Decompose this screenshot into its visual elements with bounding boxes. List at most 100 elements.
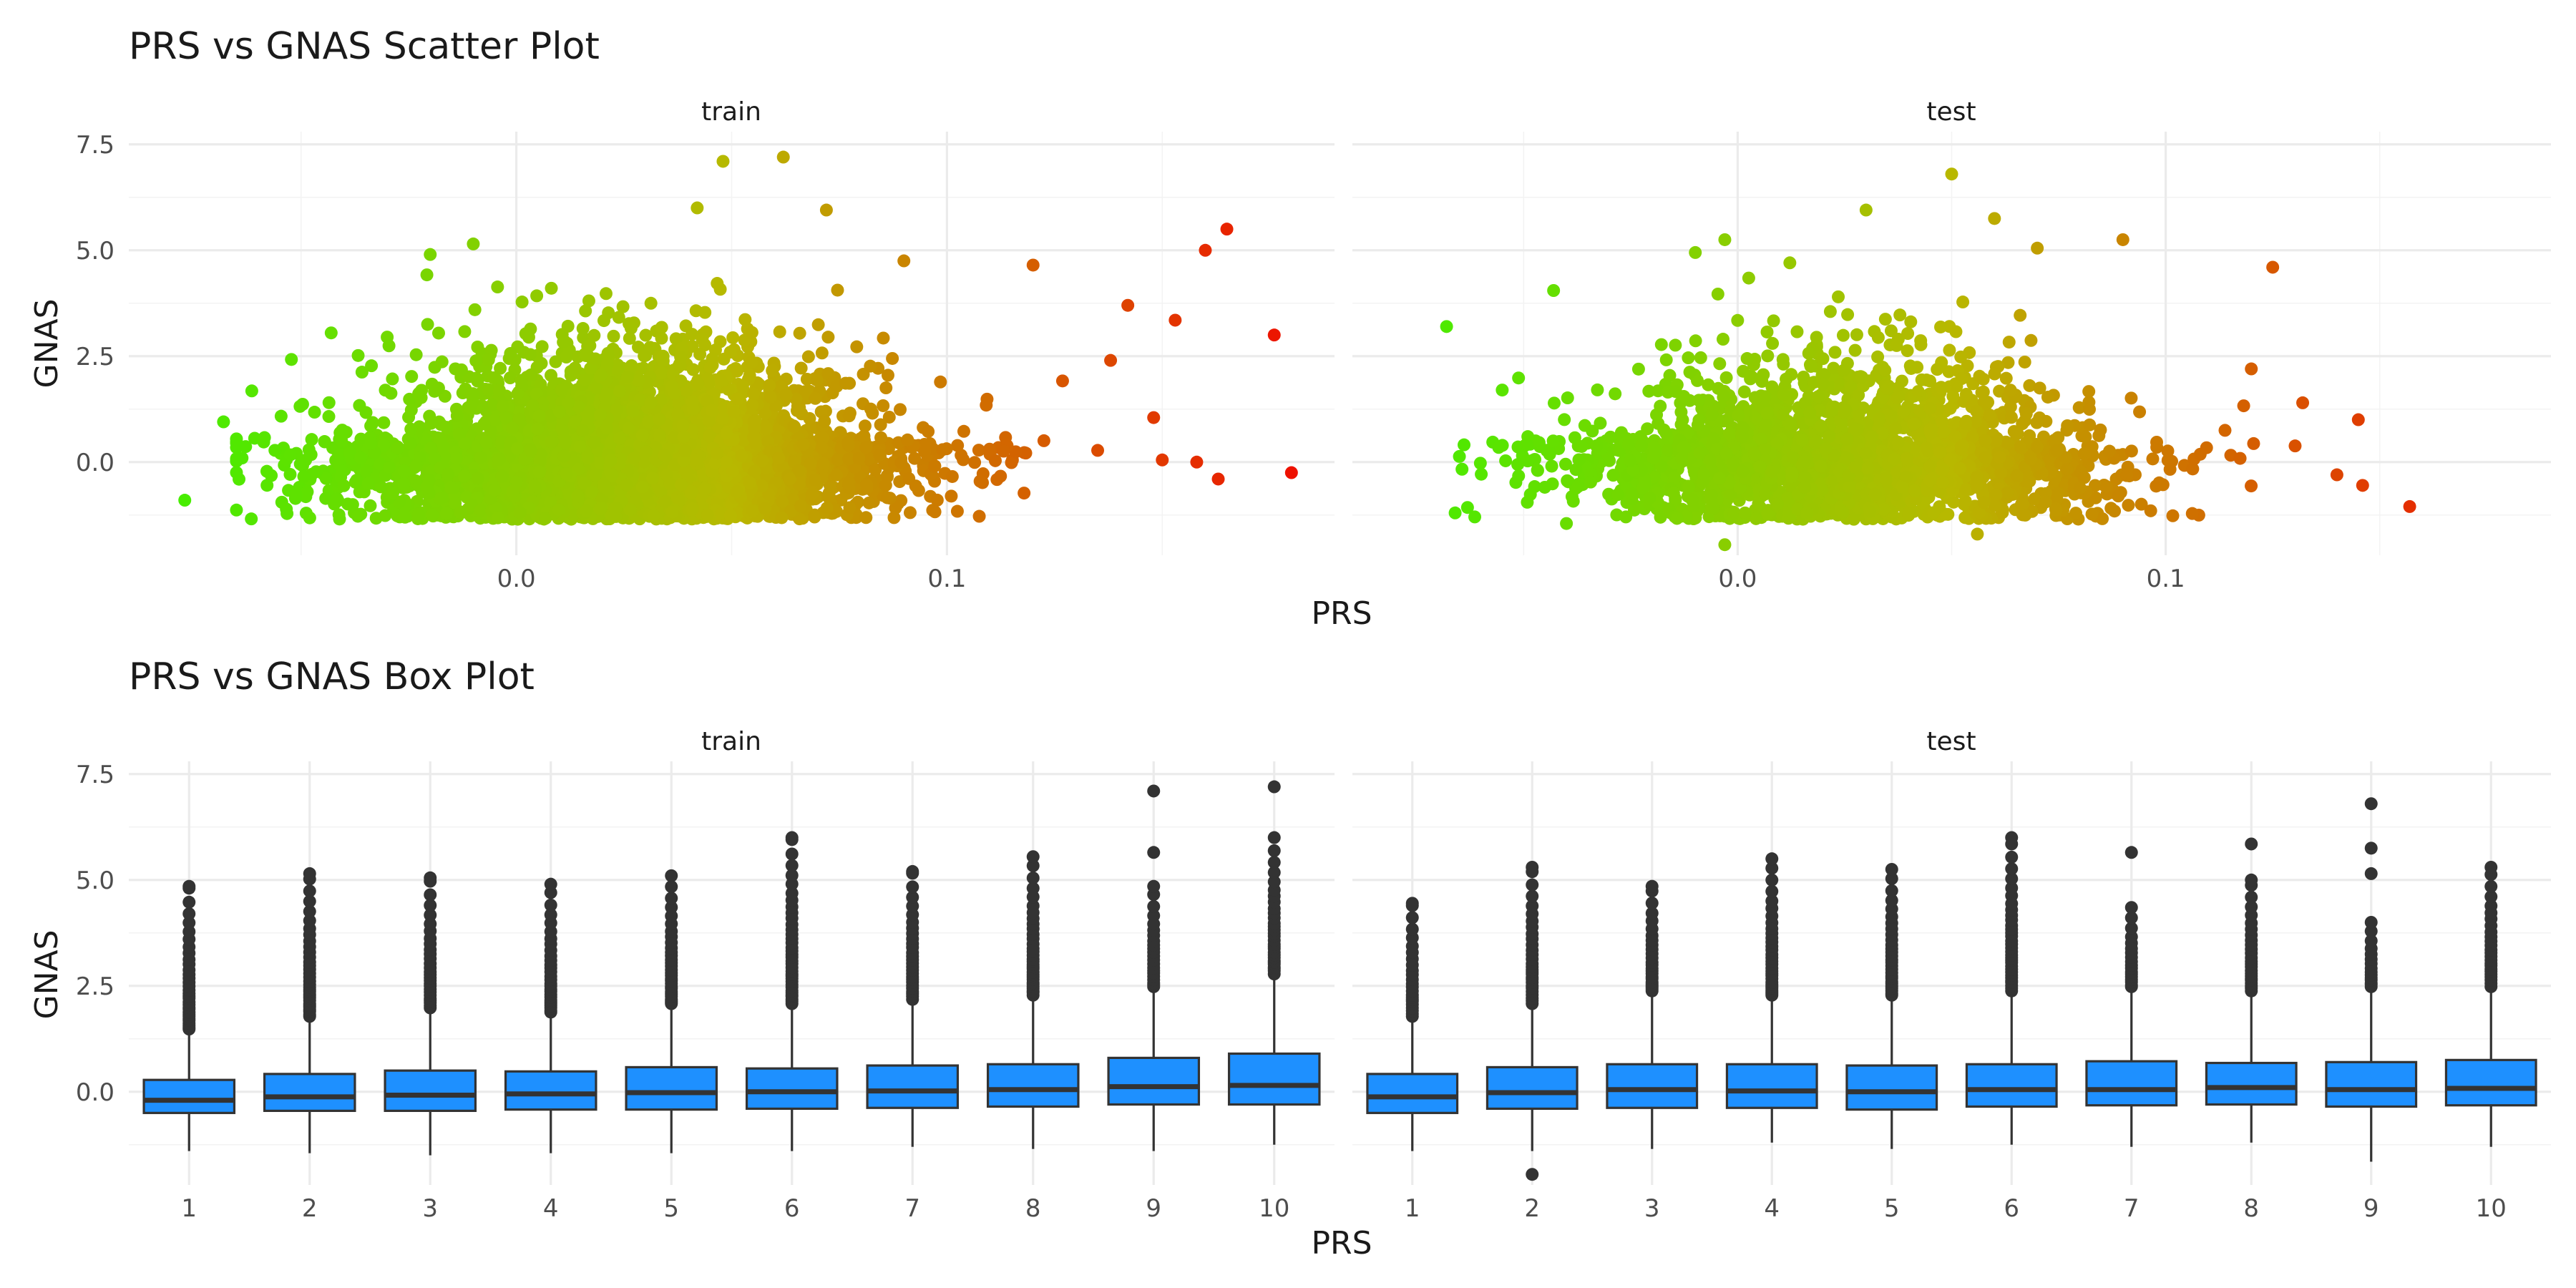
scatter-point xyxy=(573,440,587,454)
scatter-point xyxy=(839,376,852,390)
scatter-point xyxy=(280,507,294,520)
box-facet-label-test: test xyxy=(1926,727,1976,756)
scatter-point xyxy=(957,424,970,438)
scatter-point xyxy=(928,459,942,473)
scatter-point xyxy=(382,339,396,353)
scatter-point xyxy=(365,359,379,373)
scatter-point xyxy=(299,453,313,467)
scatter-point xyxy=(901,433,914,447)
scatter-point xyxy=(918,444,932,458)
scatter-point xyxy=(458,325,472,338)
box-x-axis-title: PRS xyxy=(1311,1225,1372,1262)
scatter-point xyxy=(674,350,688,364)
scatter-point xyxy=(364,436,378,450)
scatter-point xyxy=(335,434,348,447)
scatter-point xyxy=(877,399,890,412)
scatter-point xyxy=(561,319,575,333)
scatter-point xyxy=(496,399,509,413)
scatter-point xyxy=(336,464,349,478)
scatter-point xyxy=(468,303,482,316)
scatter-point xyxy=(980,392,994,406)
scatter-point xyxy=(549,355,562,369)
scatter-point xyxy=(301,485,314,499)
x-tick-label: 0.1 xyxy=(927,565,966,593)
scatter-point xyxy=(957,453,970,467)
scatter-point xyxy=(821,331,835,344)
scatter-point xyxy=(973,474,987,488)
scatter-point xyxy=(881,369,894,382)
scatter-point xyxy=(379,509,392,522)
scatter-point xyxy=(492,384,506,397)
scatter-point xyxy=(711,277,724,291)
scatter-point xyxy=(494,361,507,375)
scatter-point xyxy=(386,372,399,386)
scatter-point xyxy=(578,373,592,386)
scatter-point xyxy=(504,346,517,360)
scatter-point xyxy=(879,479,892,492)
scatter-y-axis-title: GNAS xyxy=(29,298,65,388)
scatter-point xyxy=(647,509,660,522)
scatter-point xyxy=(745,356,758,369)
scatter-point xyxy=(726,331,740,344)
scatter-point xyxy=(361,477,375,490)
scatter-point xyxy=(351,509,365,523)
scatter-point xyxy=(873,448,887,462)
scatter-point xyxy=(337,479,351,492)
scatter-point xyxy=(382,461,396,474)
scatter-point xyxy=(862,496,876,509)
scatter-point xyxy=(601,346,615,360)
box-y-axis-title: GNAS xyxy=(29,930,65,1019)
scatter-point xyxy=(474,504,487,517)
scatter-point xyxy=(877,331,890,345)
scatter-point xyxy=(530,289,544,303)
scatter-point xyxy=(655,331,668,345)
scatter-point xyxy=(686,363,700,376)
scatter-point xyxy=(656,349,670,363)
scatter-point xyxy=(852,452,866,465)
scatter-point xyxy=(503,371,517,385)
scatter-point xyxy=(308,406,321,419)
scatter-point xyxy=(831,283,844,297)
scatter-point xyxy=(285,353,298,366)
scatter-point xyxy=(793,404,806,417)
scatter-point xyxy=(736,379,749,393)
scatter-x-axis-title: PRS xyxy=(1311,595,1372,632)
scatter-title: PRS vs GNAS Scatter Plot xyxy=(129,25,600,68)
scatter-point xyxy=(230,436,243,450)
scatter-point xyxy=(693,348,707,361)
box-facet-label-train: train xyxy=(701,727,761,756)
scatter-point xyxy=(257,435,270,449)
scatter-point xyxy=(377,416,391,429)
scatter-point xyxy=(703,361,717,374)
scatter-point xyxy=(514,374,528,387)
scatter-point xyxy=(341,497,355,511)
scatter-point xyxy=(557,336,570,349)
scatter-facet-label-test: test xyxy=(1926,97,1976,127)
scatter-point xyxy=(412,387,426,401)
scatter-point xyxy=(874,418,887,431)
scatter-point xyxy=(420,268,434,282)
scatter-point xyxy=(864,359,877,373)
scatter-point xyxy=(801,350,815,364)
scatter-point xyxy=(632,374,645,387)
scatter-point xyxy=(322,396,336,409)
scatter-point xyxy=(794,361,808,375)
scatter-point xyxy=(1037,434,1050,447)
scatter-point xyxy=(859,511,873,525)
scatter-point xyxy=(843,501,857,514)
scatter-point xyxy=(759,421,773,435)
scatter-point xyxy=(723,346,737,359)
scatter-point xyxy=(409,348,423,361)
scatter-point xyxy=(951,439,965,452)
scatter-point xyxy=(793,326,806,340)
scatter-point xyxy=(698,482,712,496)
scatter-point xyxy=(864,402,877,416)
scatter-point xyxy=(454,506,467,519)
scatter-point xyxy=(686,402,700,416)
scatter-point xyxy=(738,313,752,326)
scatter-point xyxy=(404,403,418,416)
scatter-point xyxy=(909,479,922,493)
scatter-point xyxy=(245,384,258,398)
scatter-point xyxy=(703,429,716,442)
